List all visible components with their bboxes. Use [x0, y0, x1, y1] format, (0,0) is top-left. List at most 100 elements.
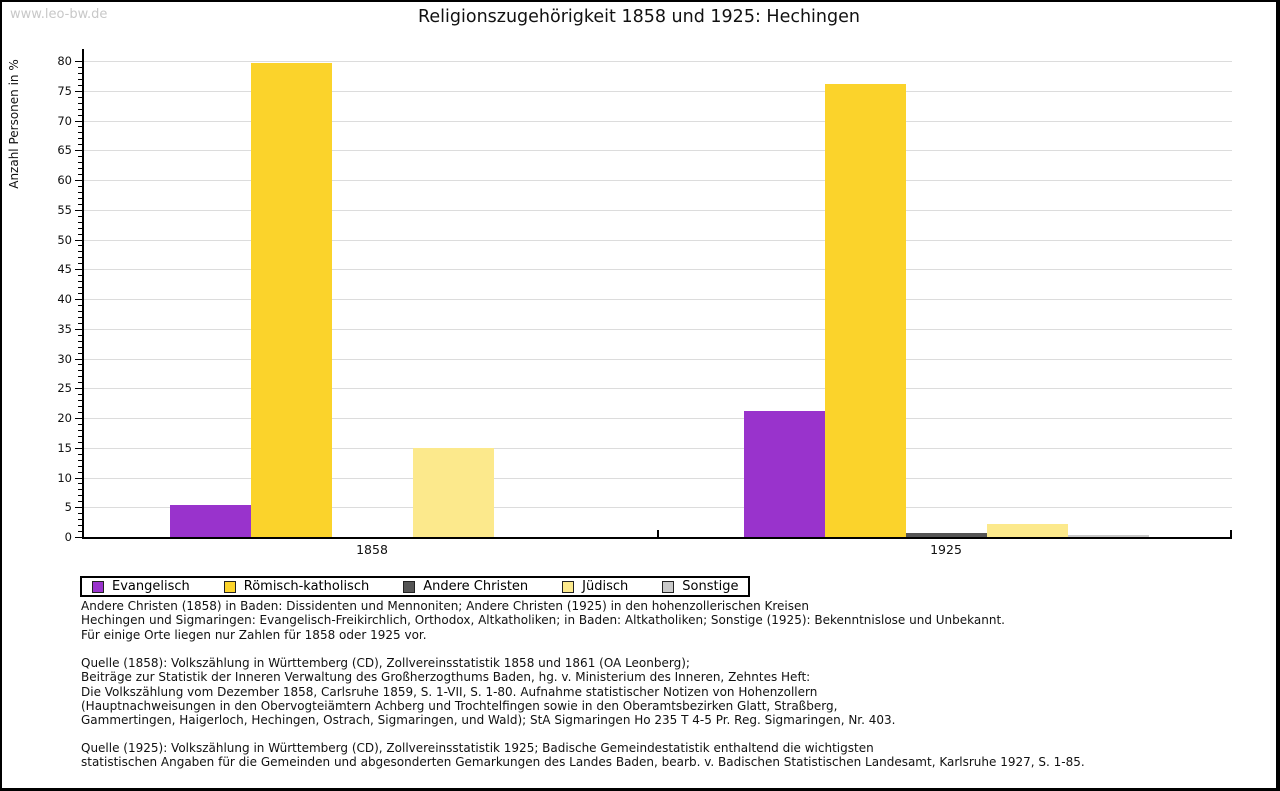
legend-label: Römisch-katholisch — [243, 579, 370, 594]
y-minor-tick-11 — [78, 471, 82, 473]
bar-1925-Andere Christen — [905, 533, 987, 537]
y-minor-tick-71 — [78, 114, 82, 116]
y-minor-tick-58 — [78, 191, 82, 193]
legend-item-Jüdisch: Jüdisch — [562, 579, 628, 594]
gridline-60 — [84, 180, 1232, 181]
y-minor-tick-79 — [78, 66, 82, 68]
y-minor-tick-52 — [78, 227, 82, 229]
y-major-tick-10 — [75, 477, 82, 479]
y-minor-tick-42 — [78, 287, 82, 289]
y-minor-tick-53 — [78, 221, 82, 223]
y-tick-label-40: 40 — [57, 292, 72, 306]
x-category-label-1925: 1925 — [930, 542, 962, 557]
y-minor-tick-9 — [78, 483, 82, 485]
gridline-50 — [84, 239, 1232, 241]
y-tick-label-55: 55 — [57, 202, 72, 217]
y-minor-tick-44 — [78, 275, 82, 277]
y-tick-label-10: 10 — [57, 470, 72, 485]
y-minor-tick-49 — [78, 245, 82, 247]
y-tick-label-80: 80 — [57, 54, 72, 68]
y-tick-label-15: 15 — [57, 440, 72, 455]
y-major-tick-35 — [75, 328, 82, 330]
source-1858-line: (Hauptnachweisungen in den Obervogteiämt… — [81, 698, 838, 713]
y-minor-tick-16 — [78, 441, 82, 443]
source-1858-line: Quelle (1858): Volkszählung in Württembe… — [81, 656, 690, 670]
gridline-15 — [84, 447, 1232, 449]
source-1925-line: statistischen Angaben für die Gemeinden … — [81, 755, 1085, 770]
chart-title: Religionszugehörigkeit 1858 und 1925: He… — [418, 7, 860, 27]
legend-item-Andere Christen: Andere Christen — [403, 579, 528, 594]
y-major-tick-75 — [75, 90, 82, 92]
y-tick-label-35: 35 — [57, 321, 72, 336]
y-minor-tick-76 — [78, 84, 82, 86]
y-minor-tick-47 — [78, 257, 82, 259]
y-minor-tick-31 — [78, 352, 82, 354]
gridline-75 — [84, 90, 1232, 92]
bar-1925-Sonstige — [1067, 534, 1149, 537]
y-major-tick-30 — [75, 358, 82, 360]
gridline-40 — [84, 299, 1232, 300]
bar-1925-Römisch-katholisch — [824, 84, 906, 537]
y-major-tick-45 — [75, 269, 82, 271]
gridline-55 — [84, 209, 1232, 211]
y-tick-label-75: 75 — [57, 83, 72, 98]
y-minor-tick-33 — [78, 340, 82, 342]
y-tick-label-25: 25 — [57, 381, 72, 396]
y-minor-tick-14 — [78, 453, 82, 455]
y-tick-label-65: 65 — [57, 143, 72, 158]
y-minor-tick-78 — [78, 72, 82, 74]
y-minor-tick-77 — [78, 78, 82, 80]
y-major-tick-80 — [75, 61, 82, 62]
bar-1858-Jüdisch — [412, 447, 494, 537]
y-minor-tick-8 — [78, 489, 82, 491]
bar-1925-Evangelisch — [743, 410, 825, 537]
footnote-block: Andere Christen (1858) in Baden: Disside… — [81, 599, 1005, 642]
gridline-35 — [84, 328, 1232, 330]
y-minor-tick-19 — [78, 423, 82, 425]
bar-1925-Jüdisch — [986, 523, 1068, 537]
y-minor-tick-18 — [78, 429, 82, 431]
y-minor-tick-3 — [78, 519, 82, 521]
y-minor-tick-21 — [78, 412, 82, 414]
y-tick-label-0: 0 — [64, 530, 72, 544]
y-minor-tick-37 — [78, 316, 82, 318]
y-minor-tick-48 — [78, 251, 82, 253]
y-tick-label-60: 60 — [57, 173, 72, 187]
legend-item-Evangelisch: Evangelisch — [92, 579, 190, 594]
y-minor-tick-54 — [78, 215, 82, 217]
y-minor-tick-28 — [78, 370, 82, 372]
gridline-10 — [84, 477, 1232, 479]
x-category-label-1858: 1858 — [356, 542, 388, 557]
legend-label: Evangelisch — [112, 579, 190, 594]
legend-item-Römisch-katholisch: Römisch-katholisch — [223, 579, 370, 594]
legend-label: Sonstige — [682, 579, 739, 594]
legend-swatch-Sonstige — [662, 580, 675, 593]
y-major-tick-15 — [75, 447, 82, 449]
y-minor-tick-12 — [78, 465, 82, 467]
y-tick-label-45: 45 — [57, 262, 72, 277]
y-minor-tick-36 — [78, 322, 82, 324]
y-major-tick-40 — [75, 299, 82, 300]
gridline-80 — [84, 61, 1232, 62]
y-minor-tick-59 — [78, 185, 82, 187]
gridline-5 — [84, 507, 1232, 509]
y-minor-tick-73 — [78, 102, 82, 104]
source-1925-block: Quelle (1925): Volkszählung in Württembe… — [81, 741, 1085, 770]
y-minor-tick-32 — [78, 346, 82, 348]
y-tick-label-70: 70 — [57, 113, 72, 128]
y-major-tick-60 — [75, 180, 82, 181]
y-minor-tick-4 — [78, 513, 82, 515]
y-minor-tick-57 — [78, 197, 82, 199]
bar-chart-plot-area: Anzahl Personen in % 0 5 10 15 20 25 30 35 40 45 5… — [2, 2, 1278, 562]
y-minor-tick-66 — [78, 144, 82, 146]
bar-1858-Evangelisch — [169, 504, 251, 537]
legend-label: Andere Christen — [423, 579, 529, 594]
chart-legend: Evangelisch Römisch-katholisch Andere Chri… — [80, 576, 751, 597]
gridline-25 — [84, 388, 1232, 390]
y-tick-label-50: 50 — [57, 232, 72, 247]
y-minor-tick-69 — [78, 126, 82, 128]
y-minor-tick-62 — [78, 168, 82, 170]
gridline-70 — [84, 120, 1232, 122]
footnote-line: Hechingen und Sigmaringen: Evangelisch-F… — [81, 613, 1005, 628]
